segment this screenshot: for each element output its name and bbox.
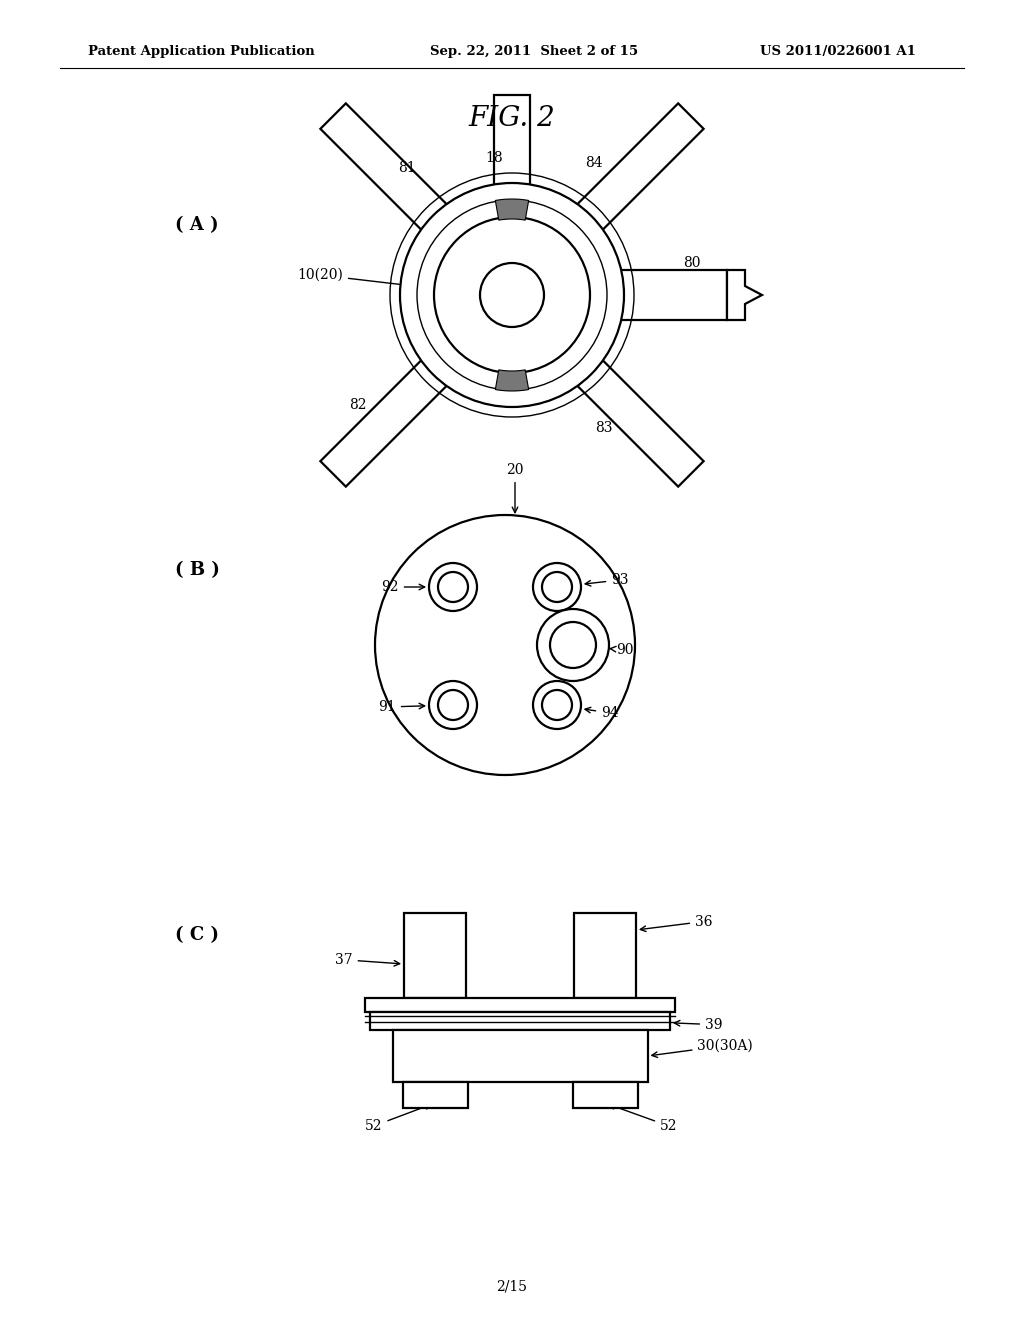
Text: 2/15: 2/15 [497,1280,527,1294]
Text: US 2011/0226001 A1: US 2011/0226001 A1 [760,45,915,58]
Circle shape [434,216,590,374]
Circle shape [375,515,635,775]
Text: 80: 80 [683,256,700,271]
Polygon shape [573,103,703,234]
Text: 92: 92 [381,579,425,594]
Text: 82: 82 [349,399,367,412]
Polygon shape [496,370,528,391]
Polygon shape [321,356,451,487]
Text: 52: 52 [365,1104,431,1133]
Text: 81: 81 [398,161,416,176]
Circle shape [534,681,581,729]
Text: FIG. 2: FIG. 2 [469,104,555,132]
Text: ( A ): ( A ) [175,216,219,234]
Circle shape [534,564,581,611]
Text: 36: 36 [640,915,713,932]
Polygon shape [321,103,451,234]
Bar [370,1012,670,1030]
Circle shape [417,201,607,389]
Text: 90: 90 [610,643,634,657]
Text: ( C ): ( C ) [175,927,219,944]
Polygon shape [496,199,528,220]
Bar [365,998,675,1012]
Polygon shape [573,356,703,487]
Text: Patent Application Publication: Patent Application Publication [88,45,314,58]
Text: 52: 52 [609,1104,678,1133]
Circle shape [542,690,572,719]
Text: 37: 37 [335,953,399,966]
Text: Sep. 22, 2011  Sheet 2 of 15: Sep. 22, 2011 Sheet 2 of 15 [430,45,638,58]
Circle shape [550,622,596,668]
Text: 93: 93 [585,573,629,587]
Circle shape [429,564,477,611]
Circle shape [542,572,572,602]
Text: 30(30A): 30(30A) [652,1039,754,1057]
Circle shape [480,263,544,327]
Circle shape [438,572,468,602]
Circle shape [429,681,477,729]
Circle shape [400,183,624,407]
Polygon shape [617,271,727,319]
Text: 39: 39 [675,1018,723,1032]
Text: 18: 18 [485,150,503,165]
Text: 83: 83 [595,421,612,436]
Bar [402,1082,468,1107]
Bar [574,913,636,998]
Text: 91: 91 [378,700,425,714]
Bar [572,1082,638,1107]
Bar [404,913,466,998]
Circle shape [438,690,468,719]
Text: 20: 20 [506,463,523,512]
Text: 94: 94 [585,706,618,719]
Polygon shape [727,271,762,319]
Text: 10(20): 10(20) [297,268,419,286]
Text: 84: 84 [585,156,603,170]
Text: ( B ): ( B ) [175,561,220,579]
Polygon shape [494,95,530,190]
Circle shape [537,609,609,681]
Bar [392,1030,647,1082]
